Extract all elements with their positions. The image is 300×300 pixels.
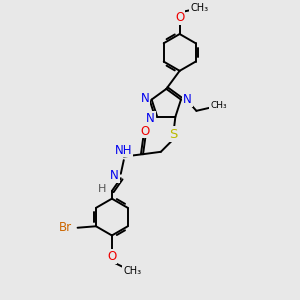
Text: O: O bbox=[175, 11, 184, 24]
Text: O: O bbox=[107, 250, 116, 263]
Text: N: N bbox=[110, 169, 119, 182]
Text: N: N bbox=[183, 93, 192, 106]
Text: N: N bbox=[141, 92, 149, 105]
Text: H: H bbox=[98, 184, 106, 194]
Text: CH₃: CH₃ bbox=[123, 266, 141, 276]
Text: N: N bbox=[146, 112, 155, 125]
Text: S: S bbox=[169, 128, 178, 140]
Text: O: O bbox=[141, 124, 150, 137]
Text: CH₃: CH₃ bbox=[210, 101, 227, 110]
Text: CH₃: CH₃ bbox=[190, 3, 208, 13]
Text: Br: Br bbox=[59, 221, 72, 234]
Text: NH: NH bbox=[114, 143, 132, 157]
